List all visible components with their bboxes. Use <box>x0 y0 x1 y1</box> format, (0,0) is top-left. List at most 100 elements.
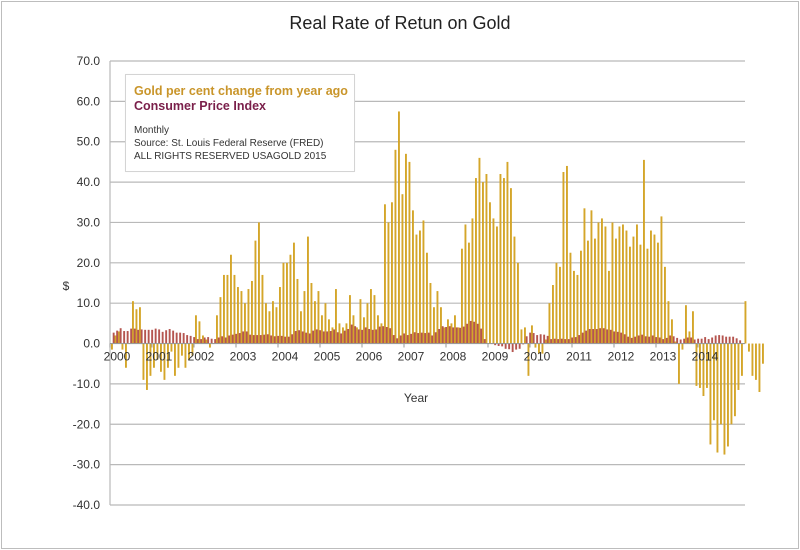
y-tick-label: -20.0 <box>73 417 101 431</box>
cpi-bar <box>249 334 252 344</box>
x-tick-label: 2007 <box>398 350 425 364</box>
cpi-bar <box>546 335 549 344</box>
gold-bar <box>184 343 187 368</box>
cpi-bar <box>683 338 686 344</box>
cpi-bar <box>420 332 423 344</box>
gold-bar <box>265 303 267 344</box>
gold-bar <box>387 222 390 344</box>
gold-bar <box>562 172 565 344</box>
gold-bar <box>335 289 337 344</box>
cpi-bar <box>539 334 542 344</box>
gold-bar <box>482 182 484 344</box>
gold-bar <box>422 220 425 344</box>
cpi-bar <box>245 331 248 344</box>
gold-bar <box>300 311 302 344</box>
gold-bar <box>230 254 232 344</box>
gold-bar <box>310 283 313 344</box>
cpi-bar <box>469 320 472 344</box>
legend: Gold per cent change from year ago Consu… <box>125 74 355 172</box>
gold-bar <box>426 252 428 344</box>
cpi-bar <box>445 326 448 344</box>
gold-bar <box>608 270 610 344</box>
gold-bar <box>723 343 726 455</box>
legend-note-copyright: ALL RIGHTS RESERVED USAGOLD 2015 <box>134 151 327 162</box>
cpi-bar <box>396 338 399 344</box>
cpi-bar <box>508 343 511 350</box>
gold-bar <box>118 331 120 344</box>
cpi-bar <box>350 324 353 344</box>
cpi-bar <box>672 336 675 344</box>
gold-bar <box>748 343 750 352</box>
cpi-bar <box>151 329 154 344</box>
gold-bar <box>622 224 624 344</box>
x-tick-label: 2008 <box>440 350 467 364</box>
cpi-bar <box>697 338 700 344</box>
cpi-bar <box>438 329 441 344</box>
gold-bar <box>475 178 477 344</box>
cpi-bar <box>186 335 189 344</box>
gold-bar <box>275 307 278 344</box>
cpi-bar <box>413 332 416 344</box>
gold-bar <box>541 343 544 354</box>
cpi-bar <box>354 326 357 344</box>
gold-bar <box>604 226 607 344</box>
gold-bar <box>261 274 264 344</box>
gold-bar <box>412 210 414 344</box>
gold-bar <box>653 234 656 344</box>
cpi-bar <box>371 329 374 344</box>
gold-bar <box>279 287 281 344</box>
cpi-bar <box>655 337 658 344</box>
cpi-bar <box>511 343 514 353</box>
gold-bar <box>587 240 589 344</box>
gold-bar <box>149 343 152 376</box>
cpi-bar <box>557 339 560 344</box>
cpi-bar <box>707 339 710 344</box>
cpi-bar <box>634 336 637 344</box>
gold-bar <box>219 297 222 344</box>
cpi-bar <box>403 333 406 344</box>
cpi-bar <box>221 336 224 344</box>
gold-bar <box>629 246 631 344</box>
gold-bar <box>611 222 614 344</box>
cpi-bar <box>476 323 479 344</box>
gold-bar <box>433 307 435 344</box>
gold-bar <box>464 224 467 344</box>
x-tick-label: 2011 <box>566 350 592 364</box>
cpi-bar <box>651 335 654 344</box>
gold-bar <box>538 343 540 354</box>
cpi-bar <box>193 337 196 344</box>
x-tick-label: 2009 <box>482 350 509 364</box>
gold-bar <box>167 343 169 368</box>
x-tick-labels: 2000 2001 2002 2003 2004 2005 2006 2007 2008 2009… <box>104 350 719 364</box>
y-tick-label: 10.0 <box>77 296 101 310</box>
gold-bar <box>566 165 568 344</box>
x-tick-label: 2005 <box>314 350 341 364</box>
gold-bar <box>499 174 502 344</box>
cpi-bar <box>210 338 213 344</box>
cpi-bar <box>728 336 731 344</box>
gold-bar <box>429 283 432 344</box>
cpi-bar <box>529 332 532 344</box>
gold-bar <box>349 295 351 344</box>
gold-bar <box>503 178 505 344</box>
gold-bar <box>342 327 344 344</box>
cpi-bar <box>662 339 665 344</box>
cpi-bar <box>214 339 217 344</box>
gold-bar <box>317 291 320 344</box>
cpi-bar <box>116 330 119 344</box>
cpi-bar <box>627 336 630 344</box>
gold-bar <box>709 343 712 445</box>
gold-bar <box>307 236 309 344</box>
x-tick-label: 2010 <box>524 350 551 364</box>
cpi-bar <box>294 331 297 344</box>
gold-bar <box>198 321 201 344</box>
gold-bar <box>191 343 194 356</box>
x-tick-label: 2006 <box>356 350 383 364</box>
gold-bar <box>174 343 176 376</box>
gold-bar <box>678 343 680 384</box>
cpi-bar <box>399 335 402 344</box>
x-tick-label: 2002 <box>188 350 215 364</box>
x-tick-label: 2000 <box>104 350 131 364</box>
cpi-bar <box>203 337 206 344</box>
gold-bar <box>734 343 736 417</box>
